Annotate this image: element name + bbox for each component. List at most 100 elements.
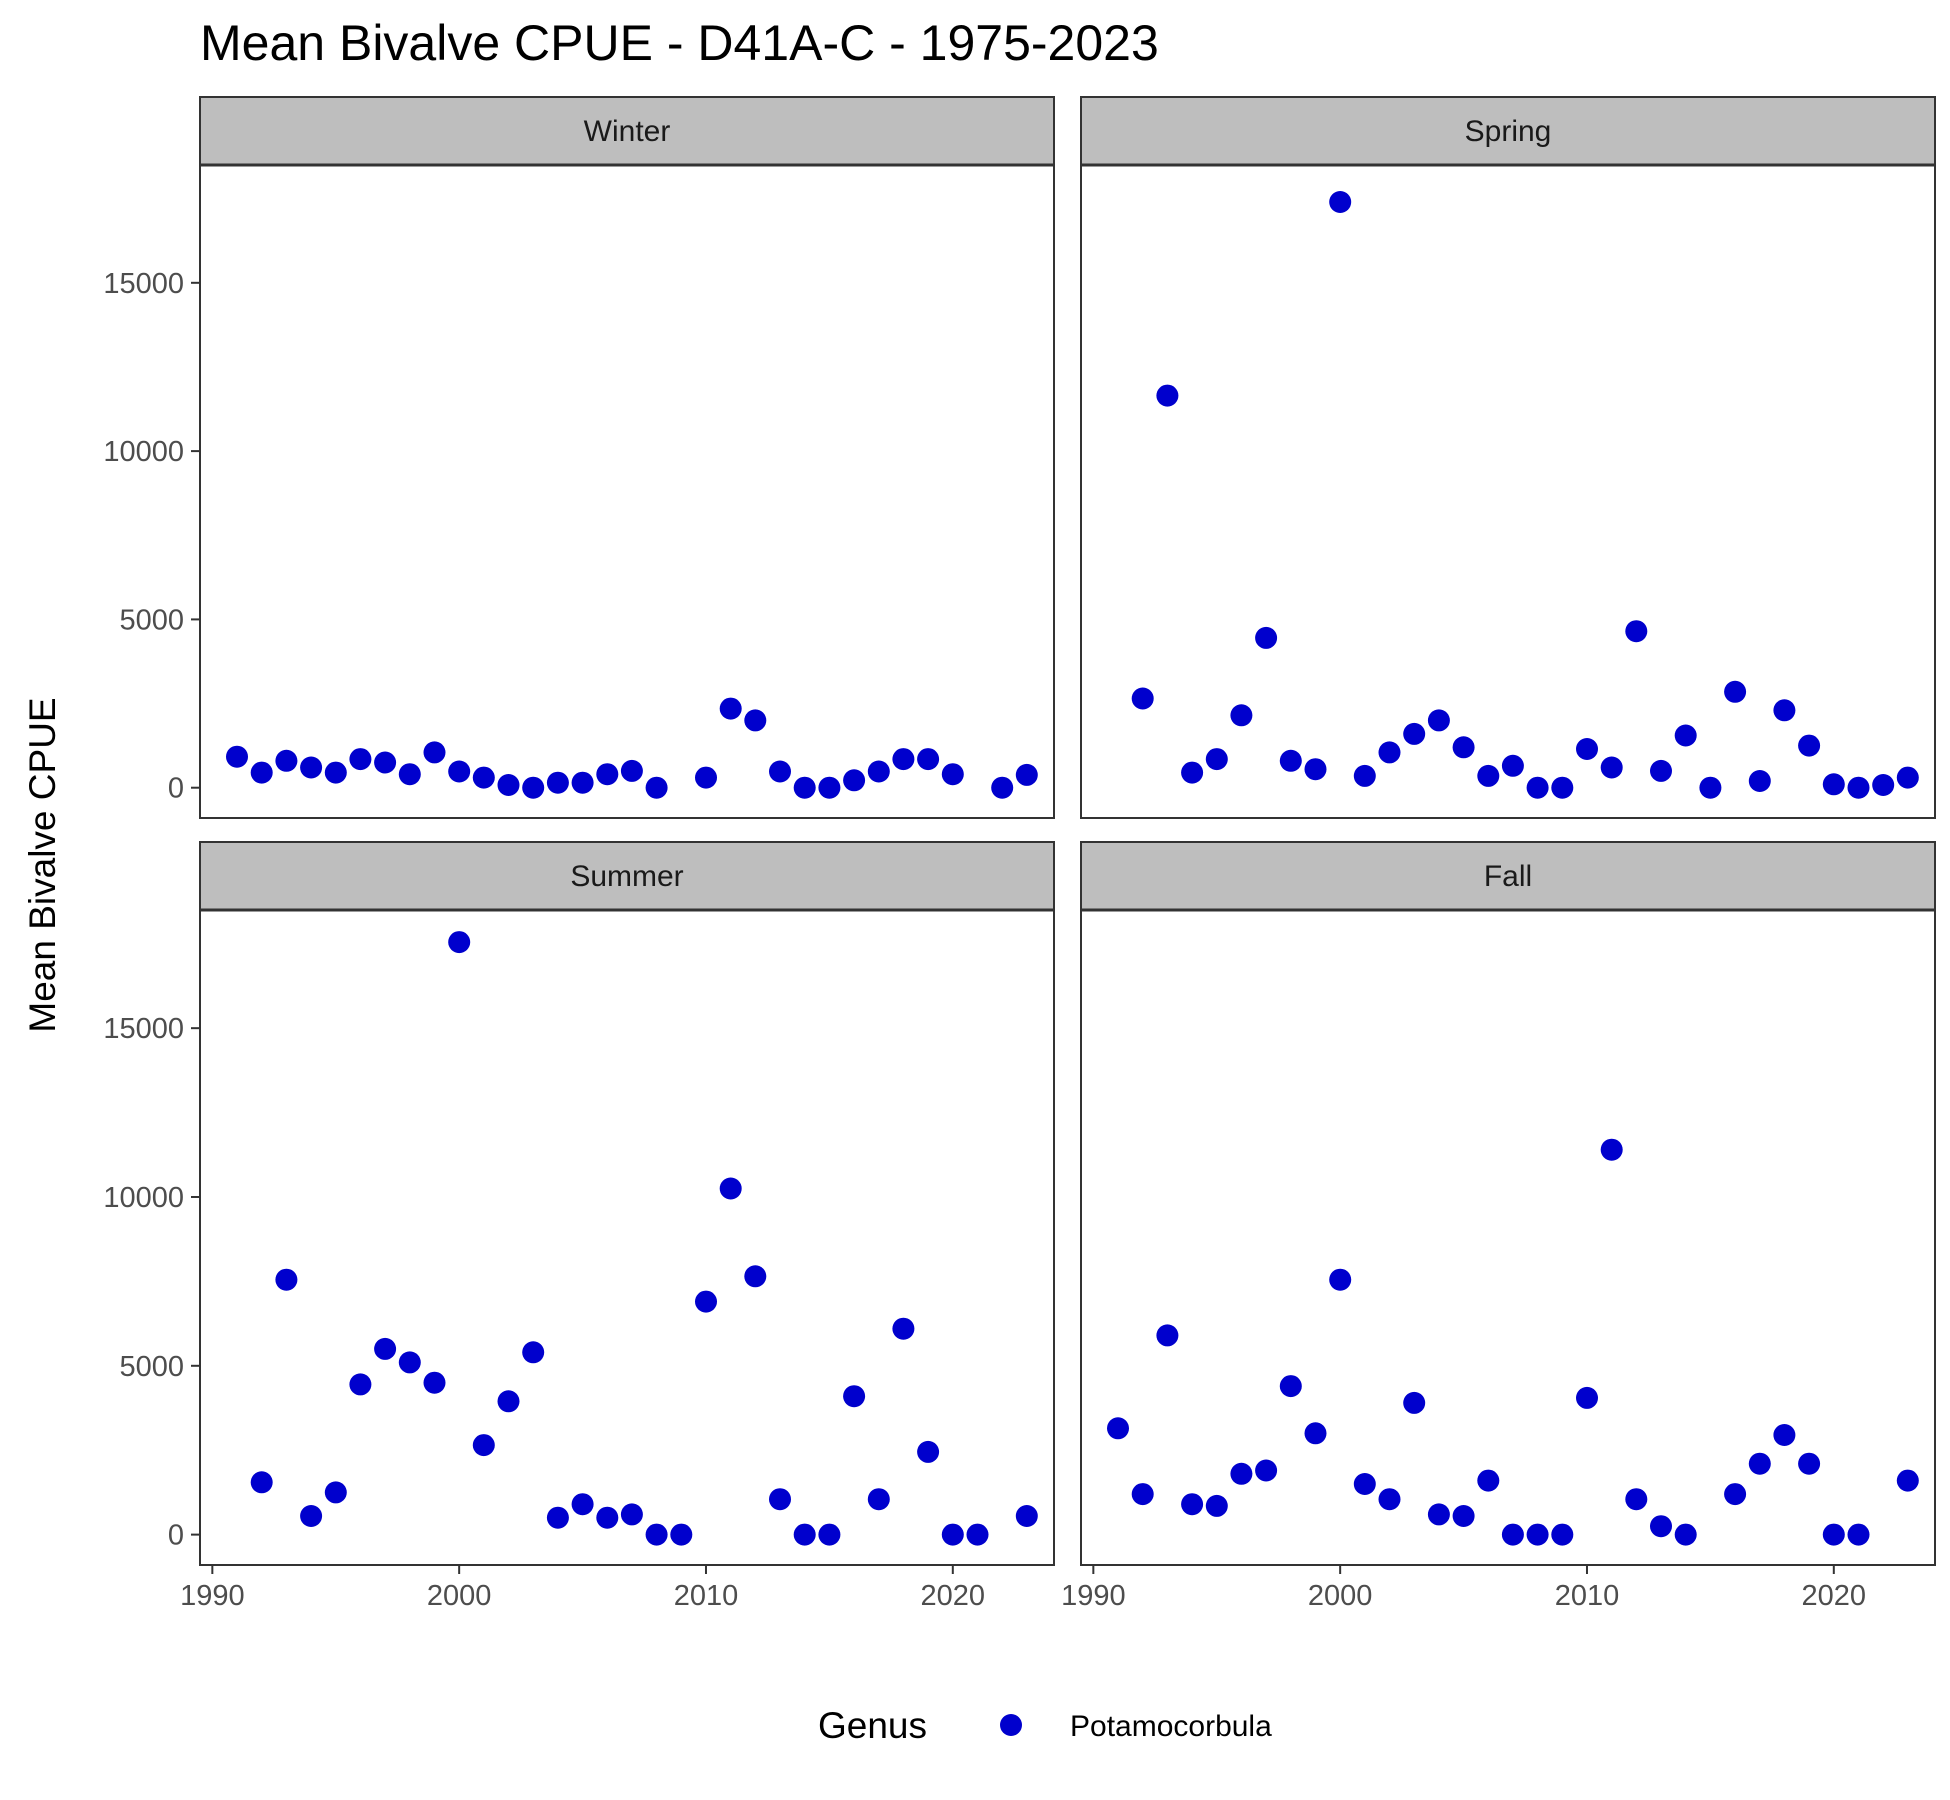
data-point-summer [275, 1268, 298, 1291]
data-point-fall [1625, 1488, 1648, 1511]
data-point-summer [818, 1523, 841, 1546]
data-point-spring [1872, 774, 1895, 796]
data-point-summer [620, 1503, 643, 1526]
data-point-fall [1822, 1523, 1845, 1546]
data-point-spring [1156, 384, 1179, 407]
data-point-fall [1107, 1417, 1129, 1440]
data-point-winter [398, 763, 421, 786]
data-point-fall [1304, 1422, 1327, 1445]
data-point-spring [1378, 741, 1401, 764]
strip-label-summer: Summer [570, 860, 683, 893]
data-point-spring [1131, 687, 1154, 710]
data-point-winter [324, 761, 347, 784]
data-point-summer [349, 1373, 372, 1396]
data-point-fall [1427, 1503, 1450, 1526]
data-point-spring [1526, 776, 1549, 799]
data-point-spring [1452, 736, 1475, 759]
legend-item-label: Potamocorbula [1070, 1710, 1272, 1743]
data-point-summer [695, 1290, 717, 1313]
legend-title: Genus [818, 1705, 927, 1746]
data-point-summer [744, 1265, 767, 1288]
y-tick-label: 0 [168, 1520, 184, 1552]
data-point-summer [1015, 1505, 1038, 1527]
data-point-summer [596, 1506, 619, 1529]
data-point-winter [596, 763, 619, 786]
data-point-summer [769, 1488, 791, 1511]
y-tick-label: 15000 [103, 268, 184, 300]
data-point-spring [1279, 749, 1302, 772]
panel-border-fall [1080, 909, 1936, 1566]
data-point-spring [1625, 620, 1648, 643]
data-point-fall [1156, 1324, 1179, 1347]
data-point-fall [1230, 1462, 1253, 1485]
panel-border-spring [1080, 164, 1936, 819]
data-point-winter [349, 748, 372, 771]
data-point-spring [1329, 191, 1352, 213]
data-point-spring [1650, 759, 1672, 782]
data-point-fall [1526, 1523, 1549, 1546]
data-point-fall [1576, 1386, 1598, 1409]
data-point-fall [1353, 1473, 1376, 1495]
y-tick-label: 0 [168, 773, 184, 805]
data-point-spring [1403, 722, 1426, 745]
legend-swatch [1000, 1714, 1022, 1736]
data-point-fall [1773, 1424, 1796, 1446]
data-point-winter [991, 776, 1014, 799]
data-point-winter [374, 751, 397, 774]
y-tick-label: 10000 [103, 436, 184, 468]
panel-border-winter [199, 164, 1055, 819]
x-tick-label: 1990 [1061, 1580, 1126, 1612]
data-point-winter [843, 769, 866, 792]
data-point-fall [1748, 1452, 1771, 1475]
data-point-winter [867, 760, 890, 783]
data-point-spring [1896, 766, 1919, 789]
data-point-fall [1798, 1452, 1821, 1475]
data-point-winter [917, 748, 940, 771]
data-point-fall [1255, 1459, 1278, 1482]
x-tick-label: 1990 [180, 1580, 245, 1612]
data-point-summer [670, 1523, 693, 1546]
data-point-spring [1773, 699, 1796, 722]
data-point-summer [250, 1471, 273, 1494]
data-point-winter [522, 776, 545, 799]
data-point-spring [1501, 754, 1524, 777]
data-point-spring [1427, 709, 1450, 732]
data-point-summer [645, 1523, 668, 1546]
data-point-fall [1674, 1523, 1697, 1546]
data-point-summer [867, 1488, 890, 1511]
data-point-winter [423, 741, 446, 764]
data-point-spring [1255, 626, 1278, 649]
data-point-spring [1674, 724, 1697, 747]
strip-spring [1080, 96, 1936, 166]
data-point-winter [620, 759, 643, 782]
data-point-spring [1551, 776, 1574, 799]
data-point-winter [275, 749, 298, 772]
data-point-summer [448, 931, 471, 954]
chart-title: Mean Bivalve CPUE - D41A-C - 1975-2023 [200, 15, 1159, 71]
data-point-fall [1650, 1515, 1672, 1538]
y-axis-title: Mean Bivalve CPUE [22, 697, 63, 1032]
strip-fall [1080, 841, 1936, 911]
x-tick-label: 2000 [1308, 1580, 1373, 1612]
data-point-fall [1501, 1523, 1524, 1546]
data-point-summer [324, 1481, 347, 1504]
data-point-spring [1798, 734, 1821, 757]
data-point-winter [818, 776, 841, 799]
data-point-winter [719, 697, 742, 720]
panel-border-summer [199, 909, 1055, 1566]
data-point-summer [472, 1434, 495, 1457]
data-point-summer [966, 1523, 989, 1546]
data-point-fall [1181, 1493, 1204, 1516]
data-point-spring [1304, 758, 1327, 781]
x-tick-label: 2020 [1802, 1580, 1867, 1612]
data-point-winter [250, 761, 273, 784]
data-point-spring [1205, 748, 1228, 771]
data-point-fall [1477, 1469, 1500, 1492]
data-point-summer [843, 1385, 866, 1408]
data-point-spring [1353, 764, 1376, 787]
data-point-spring [1600, 756, 1623, 779]
strip-label-fall: Fall [1484, 860, 1532, 893]
data-point-summer [719, 1177, 742, 1200]
data-point-winter [472, 766, 495, 789]
